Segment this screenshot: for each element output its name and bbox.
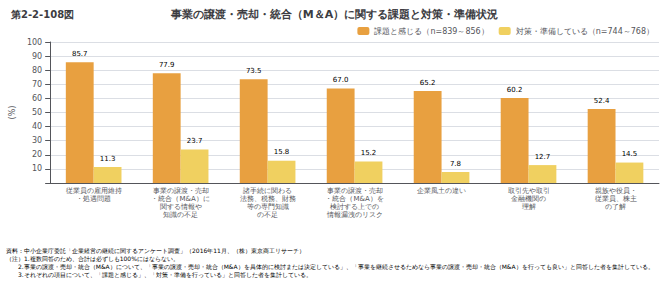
svg-text:40: 40 <box>32 122 42 131</box>
svg-text:事業の譲渡・売却・統合（M＆A）に関する課題と対策・準備状況: 事業の譲渡・売却・統合（M＆A）に関する課題と対策・準備状況 <box>170 8 498 21</box>
svg-text:（注）1.複数回答のため、合計は必ずしも100%にはならない: （注）1.複数回答のため、合計は必ずしも100%にはならない。 <box>6 255 179 263</box>
svg-text:の不足: の不足 <box>257 211 278 219</box>
svg-text:金融機関の: 金融機関の <box>511 195 546 203</box>
svg-text:企業風土の違い: 企業風土の違い <box>417 187 466 195</box>
svg-text:親族や役員・: 親族や役員・ <box>595 187 637 195</box>
svg-text:77.9: 77.9 <box>159 61 175 69</box>
svg-text:15.2: 15.2 <box>361 149 377 157</box>
svg-text:12.7: 12.7 <box>535 153 551 161</box>
svg-text:100: 100 <box>27 38 42 47</box>
svg-text:(%): (%) <box>8 106 17 120</box>
svg-text:23.7: 23.7 <box>187 137 203 145</box>
svg-text:50: 50 <box>32 108 42 117</box>
svg-text:3.それぞれの項目について、「課題と感じる」、「対策・準備を: 3.それぞれの項目について、「課題と感じる」、「対策・準備を行っている」と回答し… <box>6 271 312 279</box>
svg-text:対策・準備している（n=744～768）: 対策・準備している（n=744～768） <box>516 27 654 36</box>
svg-text:知識の不足: 知識の不足 <box>163 211 198 219</box>
svg-text:90: 90 <box>32 52 42 61</box>
svg-text:資料：中小企業庁委託「企業経営の継続に関するアンケート調査」: 資料：中小企業庁委託「企業経営の継続に関するアンケート調査」（2016年11月、… <box>6 247 305 255</box>
svg-text:課題と感じる（n=839～856）: 課題と感じる（n=839～856） <box>374 27 488 36</box>
svg-text:・統合（M&A）を: ・統合（M&A）を <box>325 195 383 203</box>
svg-text:従業員の雇用維持: 従業員の雇用維持 <box>66 187 122 195</box>
svg-text:・統合（M&A）に: ・統合（M&A）に <box>151 195 209 203</box>
svg-text:2.事業の譲渡・売却・統合（M&A）について、「事業の譲渡・: 2.事業の譲渡・売却・統合（M&A）について、「事業の譲渡・売却・統合（M&A）… <box>6 263 654 271</box>
svg-text:検討する上での: 検討する上での <box>330 203 379 211</box>
svg-text:65.2: 65.2 <box>420 79 436 87</box>
svg-text:・処遇問題: ・処遇問題 <box>76 195 111 203</box>
svg-text:11.3: 11.3 <box>100 155 116 163</box>
svg-text:7.8: 7.8 <box>450 160 461 168</box>
svg-text:60: 60 <box>32 94 42 103</box>
svg-text:10: 10 <box>32 164 42 173</box>
svg-text:14.5: 14.5 <box>622 150 638 158</box>
svg-text:30: 30 <box>32 136 42 145</box>
svg-text:80: 80 <box>32 66 42 75</box>
svg-text:等の専門知識: 等の専門知識 <box>247 203 289 211</box>
svg-text:20: 20 <box>32 150 42 159</box>
svg-text:52.4: 52.4 <box>594 97 610 105</box>
svg-text:取引先や取引: 取引先や取引 <box>508 187 550 195</box>
svg-text:の了解: の了解 <box>605 203 626 211</box>
svg-text:85.7: 85.7 <box>72 50 88 58</box>
svg-text:情報漏洩のリスク: 情報漏洩のリスク <box>326 211 383 219</box>
svg-text:第2-2-108図: 第2-2-108図 <box>10 9 74 20</box>
svg-text:70: 70 <box>32 80 42 89</box>
svg-text:事業の譲渡・売却: 事業の譲渡・売却 <box>327 187 383 195</box>
svg-text:関する情報や: 関する情報や <box>160 203 202 211</box>
svg-text:理解: 理解 <box>522 203 536 211</box>
svg-text:諸手続に関わる: 諸手続に関わる <box>243 187 292 195</box>
svg-text:法務、税務、財務: 法務、税務、財務 <box>240 195 296 203</box>
svg-text:従業員、株主: 従業員、株主 <box>595 195 637 203</box>
svg-text:73.5: 73.5 <box>246 67 262 75</box>
svg-text:67.0: 67.0 <box>333 76 349 84</box>
svg-text:15.8: 15.8 <box>274 148 290 156</box>
svg-text:事業の譲渡・売却: 事業の譲渡・売却 <box>153 187 209 195</box>
svg-text:60.2: 60.2 <box>507 86 523 94</box>
